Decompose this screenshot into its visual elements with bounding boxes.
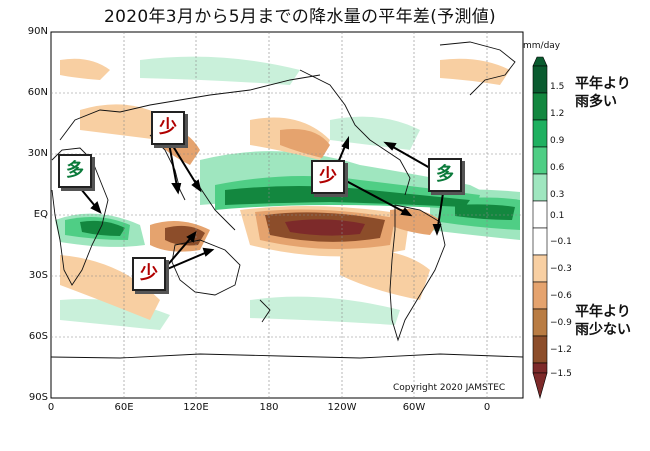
colorbar-tick: 0.1 xyxy=(550,211,565,221)
colorbar-tick: −1.2 xyxy=(550,345,572,355)
lat-label-30s: 30S xyxy=(28,270,48,281)
colorbar xyxy=(532,56,548,400)
graticule xyxy=(51,32,523,398)
lon-label-120e: 120E xyxy=(183,402,209,413)
drier-callout-maritime: 少 xyxy=(132,257,166,291)
lat-label-90s: 90S xyxy=(28,392,48,403)
colorbar-tick: −0.9 xyxy=(550,318,572,328)
lat-label-60s: 60S xyxy=(28,331,48,342)
colorbar-tick: 1.2 xyxy=(550,109,565,119)
lon-label-0: 0 xyxy=(47,402,55,413)
lon-label-180: 180 xyxy=(259,402,279,413)
wetter-callout-africa: 多 xyxy=(58,154,92,188)
lon-label-0-right: 0 xyxy=(483,402,491,413)
colorbar-tick: 0.6 xyxy=(550,163,565,173)
colorbar-tick: −1.5 xyxy=(550,369,572,379)
colorbar-tick: −0.1 xyxy=(550,237,572,247)
drier-note-line: 平年より xyxy=(575,304,631,320)
drier-note-line: 雨少ない xyxy=(575,322,631,338)
lon-label-120w: 120W xyxy=(327,402,357,413)
drier-legend-note: 平年より 雨少ない xyxy=(575,303,631,339)
coastlines xyxy=(50,41,524,359)
wetter-legend-note: 平年より 雨多い xyxy=(575,75,631,111)
colorbar-tick: −0.3 xyxy=(550,264,572,274)
colorbar-tick: 0.3 xyxy=(550,190,565,200)
lat-label-90n: 90N xyxy=(27,26,48,37)
lon-label-60w: 60W xyxy=(402,402,426,413)
lat-label-30n: 30N xyxy=(27,148,48,159)
wetter-note-line: 平年より xyxy=(575,76,631,92)
copyright-text: Copyright 2020 JAMSTEC xyxy=(393,383,506,393)
wetter-note-line: 雨多い xyxy=(575,94,617,110)
colorbar-units: mm/day xyxy=(523,41,561,51)
drier-callout-pacific: 少 xyxy=(311,160,345,194)
colorbar-tick: 0.9 xyxy=(550,136,565,146)
map-title: 2020年3月から5月までの降水量の平年差(予測値) xyxy=(104,7,496,27)
colorbar-tick: −0.6 xyxy=(550,291,572,301)
lat-label-60n: 60N xyxy=(27,87,48,98)
lon-label-60e: 60E xyxy=(114,402,134,413)
colorbar-tick: 1.5 xyxy=(550,82,565,92)
wetter-callout-atlantic: 多 xyxy=(428,158,462,192)
lat-label-eq: EQ xyxy=(33,209,48,220)
drier-callout-asia: 少 xyxy=(151,111,185,145)
anomaly-field xyxy=(55,56,520,330)
